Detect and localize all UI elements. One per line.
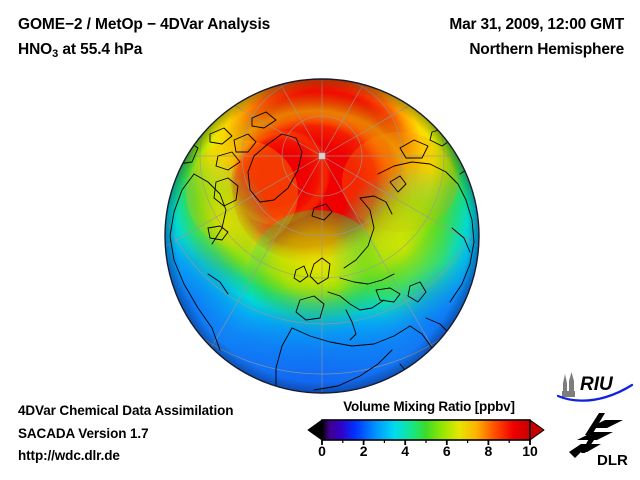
dlr-logo-svg: DLR xyxy=(569,413,628,469)
colorbar-ticks xyxy=(321,440,531,445)
header-right-block: Mar 31, 2009, 12:00 GMT Northern Hemisph… xyxy=(324,12,624,62)
riu-wordmark: RIU xyxy=(580,374,614,395)
footer-version-label: SACADA Version 1.7 xyxy=(18,425,149,441)
species-formula-subscript: 3 xyxy=(52,48,59,60)
globe-outline xyxy=(164,78,480,394)
dlr-wordmark: DLR xyxy=(597,452,628,468)
species-level-label: HNO3 at 55.4 hPa xyxy=(18,37,348,67)
colorbar-gradient-bar xyxy=(321,419,531,441)
globe-map xyxy=(164,78,480,394)
colorbar-left-arrow-icon xyxy=(307,419,323,441)
colorbar-tick-label: 2 xyxy=(359,443,368,459)
riu-logo-svg: RIU xyxy=(556,372,634,402)
timestamp-label: Mar 31, 2009, 12:00 GMT xyxy=(449,16,624,33)
footer-product-label: 4DVar Chemical Data Assimilation xyxy=(18,403,234,418)
colorbar-tick-label: 8 xyxy=(484,443,493,459)
colorbar-tick-label: 0 xyxy=(318,443,326,459)
colorbar-axis: 0 2 4 6 8 10 xyxy=(306,419,546,465)
footer-left-block: 4DVar Chemical Data Assimilation SACADA … xyxy=(18,400,318,468)
header-left-block: GOME−2 / MetOp − 4DVar Analysis HNO3 at … xyxy=(18,12,348,67)
colorbar: Volume Mixing Ratio [ppbv] 0 2 4 6 8 10 xyxy=(306,399,546,465)
globe-limb-shading xyxy=(165,79,479,393)
colorbar-right-arrow-icon xyxy=(529,419,545,441)
colorbar-title: Volume Mixing Ratio [ppbv] xyxy=(343,399,515,414)
colorbar-tick-label: 4 xyxy=(401,443,410,459)
north-pole-marker xyxy=(318,152,326,160)
orthographic-projection-svg xyxy=(164,78,480,394)
footer-url-label: http://wdc.dlr.de xyxy=(18,448,120,463)
colorbar-tick-labels: 0 2 4 6 8 10 xyxy=(306,443,546,463)
colorbar-tick-label: 6 xyxy=(442,443,451,459)
dlr-logo: DLR xyxy=(563,411,631,469)
page-title: GOME−2 / MetOp − 4DVar Analysis xyxy=(18,16,271,33)
colorbar-swatch-svg xyxy=(307,419,545,445)
colorbar-tick-label: 10 xyxy=(522,443,538,459)
species-formula-prefix: HNO xyxy=(18,41,53,58)
dlr-emblem-icon xyxy=(569,413,623,458)
region-label: Northern Hemisphere xyxy=(469,41,624,58)
riu-logo: RIU xyxy=(556,371,634,405)
cathedral-towers-icon xyxy=(562,372,575,397)
riu-swoosh-icon xyxy=(556,383,634,402)
species-level-suffix: at 55.4 hPa xyxy=(58,41,143,58)
